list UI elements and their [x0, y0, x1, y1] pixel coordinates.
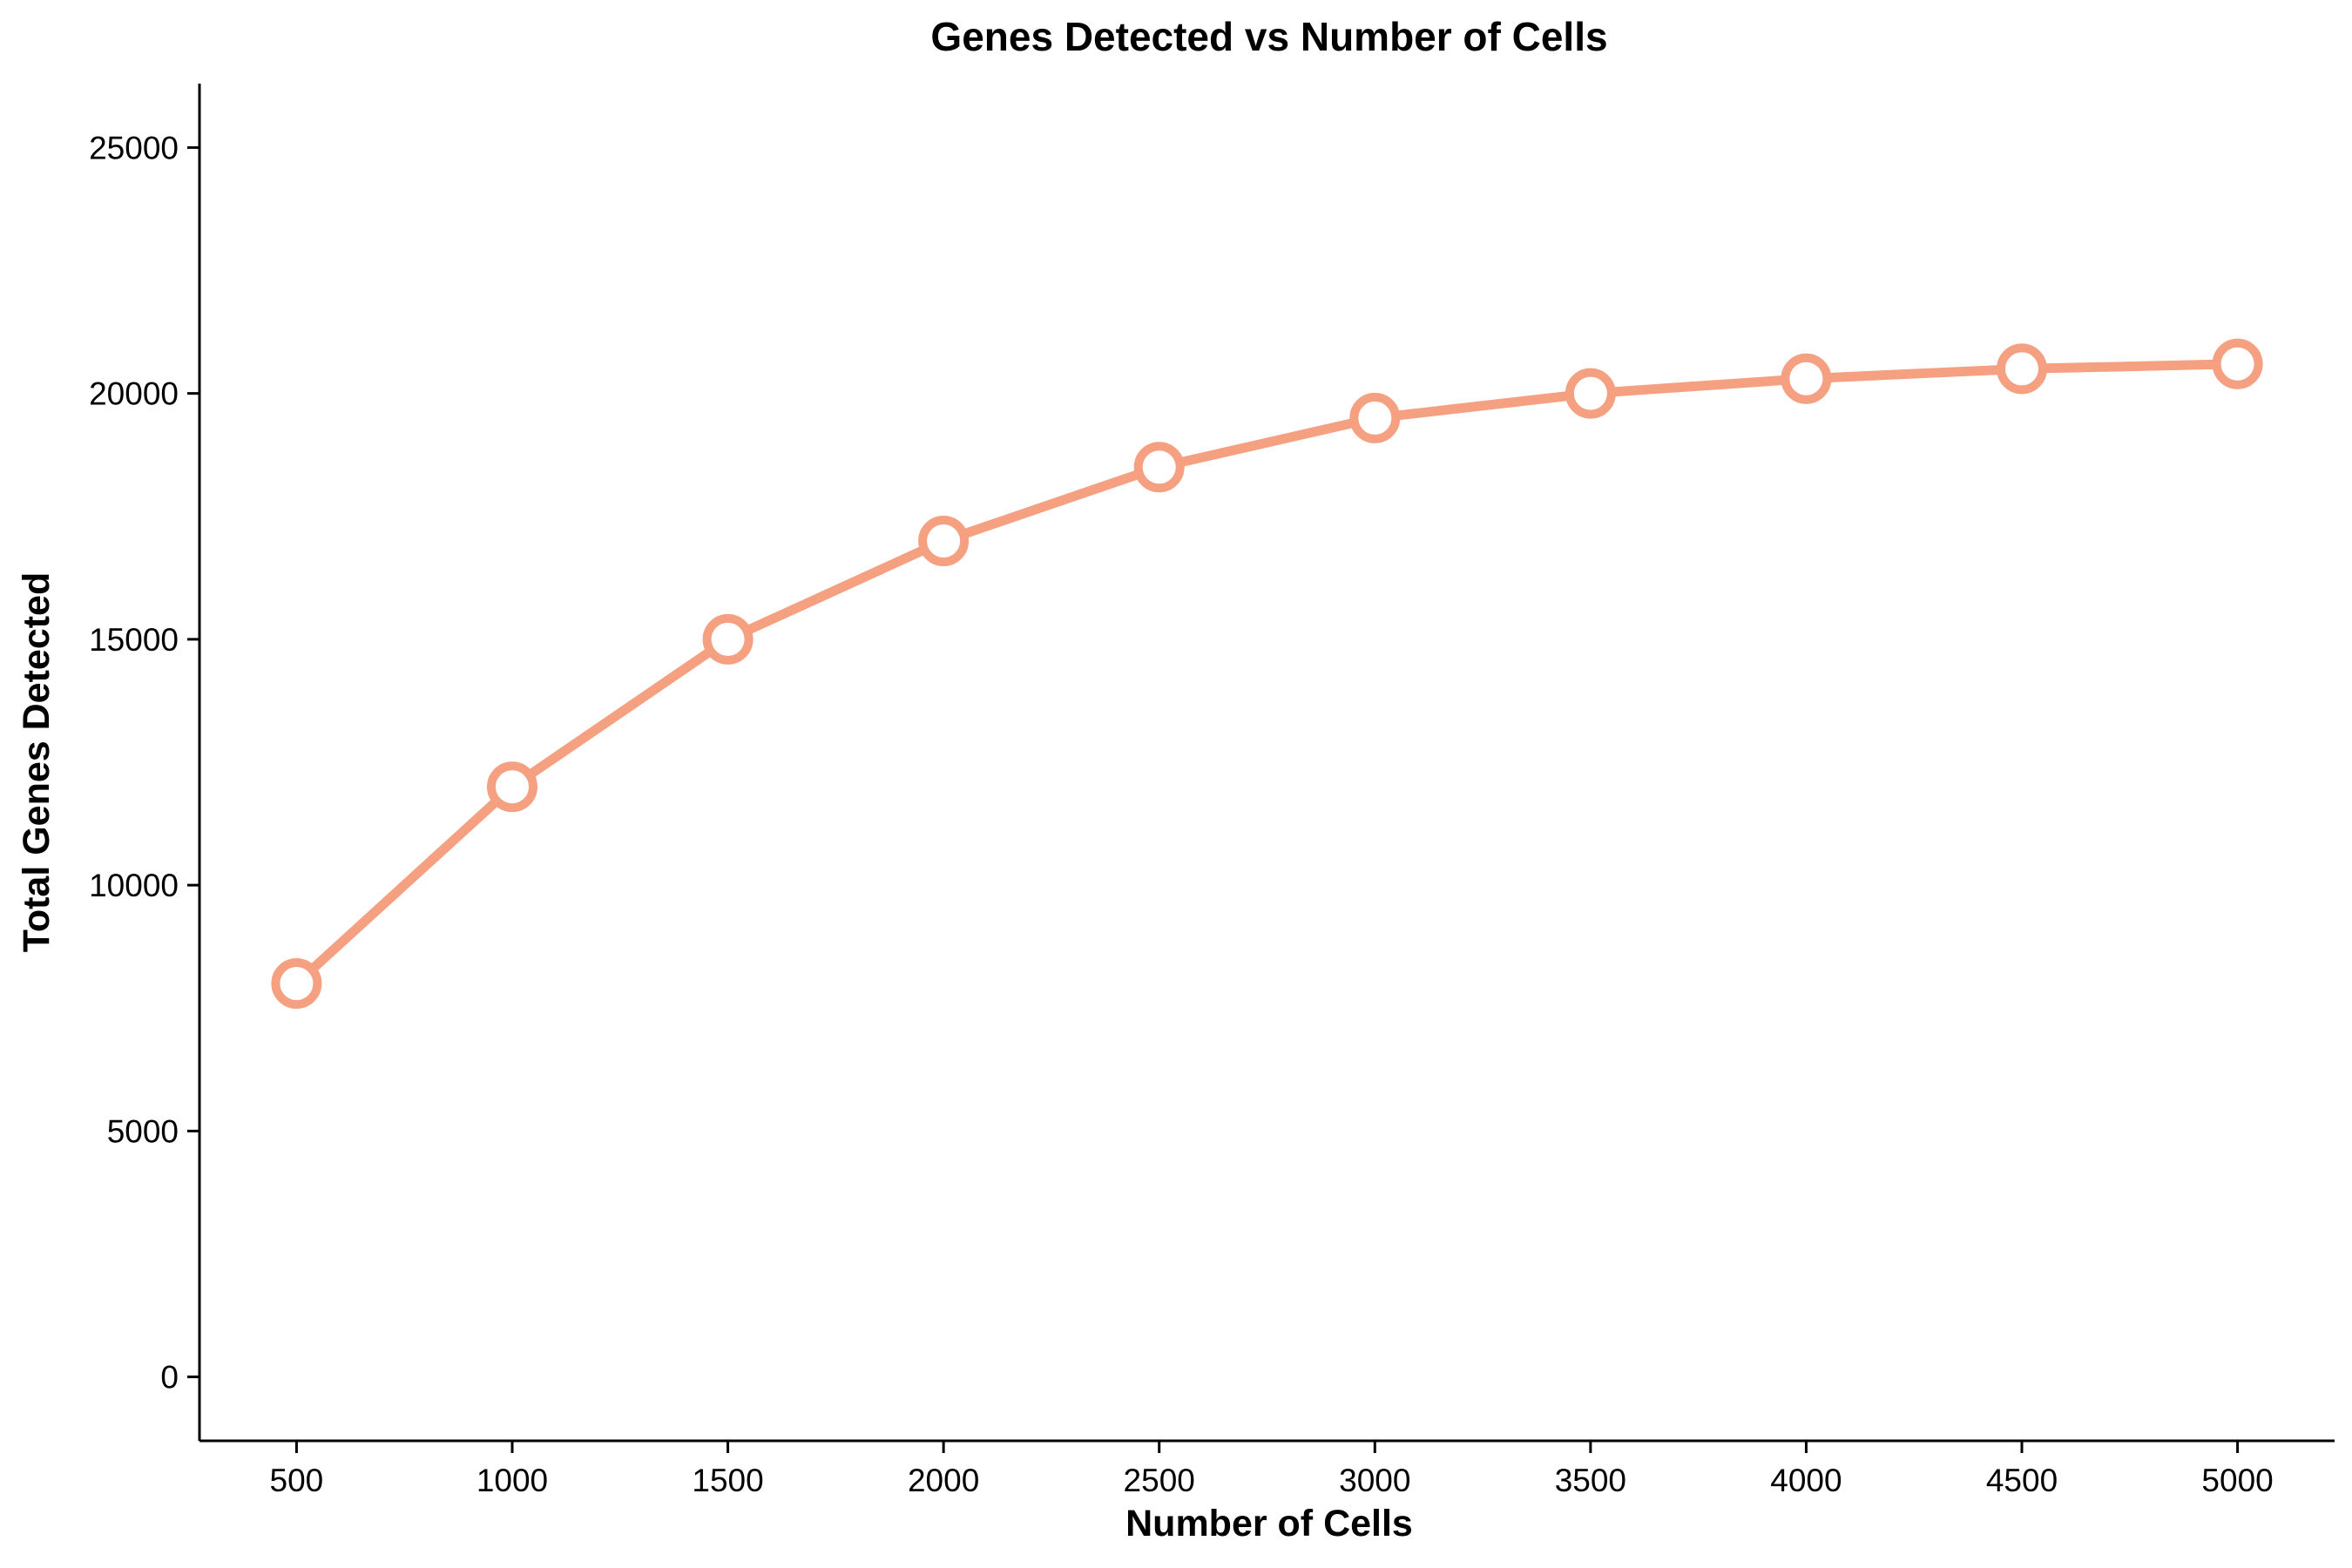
data-point	[1781, 353, 1832, 404]
data-point	[271, 958, 322, 1009]
data-point	[1349, 392, 1401, 443]
chart-title: Genes Detected vs Number of Cells	[930, 14, 1607, 59]
y-tick-label: 15000	[89, 622, 179, 658]
y-tick-label: 10000	[89, 868, 179, 903]
series-line	[291, 359, 2243, 989]
y-tick-label: 25000	[89, 130, 179, 166]
x-tick-label: 3000	[1339, 1463, 1410, 1498]
x-ticks: 500 1000 1500 2000 2500 3000 3500 4000 4500 5000	[270, 1441, 2274, 1498]
y-axis: 0 5000 10000 15000 20000 25000	[89, 84, 201, 1441]
x-tick-label: 2500	[1124, 1463, 1195, 1498]
x-axis-label: Number of Cells	[1125, 1503, 1413, 1544]
data-point	[1133, 442, 1185, 493]
x-tick-label: 5000	[2201, 1463, 2273, 1498]
x-tick-label: 4000	[1770, 1463, 1842, 1498]
x-tick-label: 3500	[1555, 1463, 1626, 1498]
data-point	[1565, 368, 1616, 419]
x-axis: 500 1000 1500 2000 2500 3000 3500 4000 4500 5000	[199, 1439, 2335, 1498]
y-tick-label: 20000	[89, 376, 179, 412]
series-layer	[271, 338, 2263, 1009]
x-tick-label: 500	[270, 1463, 324, 1498]
data-point	[2212, 338, 2263, 389]
y-tick-label: 5000	[107, 1113, 179, 1149]
y-ticks: 0 5000 10000 15000 20000 25000	[89, 130, 199, 1396]
x-tick-label: 1500	[692, 1463, 763, 1498]
x-tick-label: 1000	[476, 1463, 548, 1498]
data-point	[1997, 343, 2047, 395]
x-tick-label: 2000	[908, 1463, 979, 1498]
data-point	[918, 516, 970, 566]
y-tick-label: 0	[160, 1360, 179, 1396]
x-tick-label: 4500	[1986, 1463, 2058, 1498]
data-point	[702, 613, 754, 665]
data-point	[487, 761, 537, 813]
y-axis-label: Total Genes Detected	[16, 572, 57, 953]
